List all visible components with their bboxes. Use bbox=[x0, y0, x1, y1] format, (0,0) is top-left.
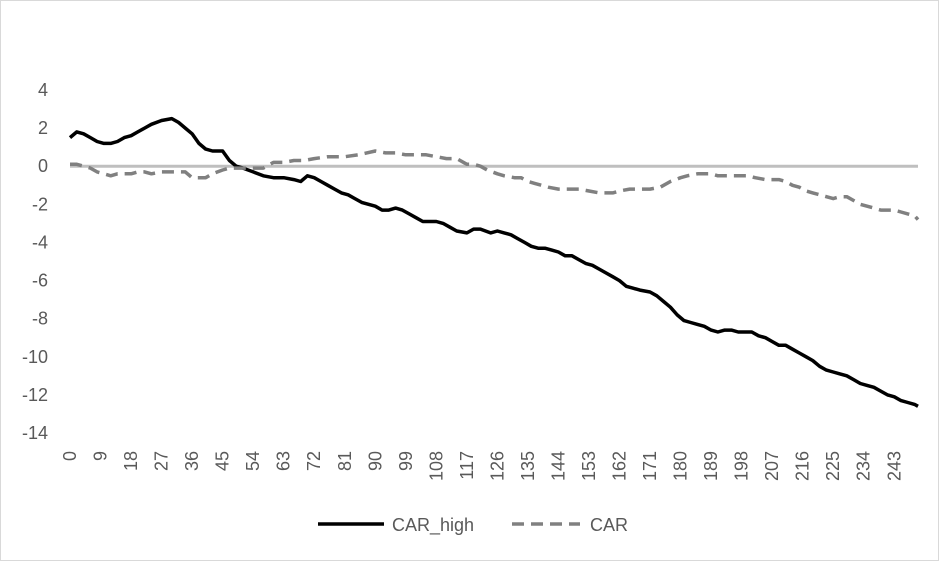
x-tick-label: 126 bbox=[487, 451, 507, 481]
legend: CAR_high CAR bbox=[318, 515, 628, 536]
x-tick-label: 99 bbox=[396, 451, 416, 471]
series-line-car-high bbox=[68, 116, 919, 408]
legend-label: CAR_high bbox=[392, 515, 474, 536]
y-tick-label: -6 bbox=[32, 271, 48, 291]
x-tick-label: 0 bbox=[60, 451, 80, 461]
x-tick-label: 63 bbox=[274, 451, 294, 471]
x-tick-label: 36 bbox=[182, 451, 202, 471]
x-tick-label: 117 bbox=[457, 451, 477, 480]
x-tick-label: 18 bbox=[121, 451, 141, 471]
x-tick-label: 225 bbox=[823, 451, 843, 481]
x-tick-label: 216 bbox=[793, 451, 813, 481]
x-axis: 0 9 18 27 36 45 54 63 72 81 90 99 108 117 126 135 144 153… bbox=[60, 451, 904, 481]
y-tick-label: -14 bbox=[22, 423, 48, 443]
y-tick-label: -12 bbox=[22, 385, 48, 405]
y-tick-label: -2 bbox=[32, 194, 48, 214]
x-tick-label: 135 bbox=[518, 451, 538, 481]
y-tick-label: -4 bbox=[32, 232, 48, 252]
x-tick-label: 171 bbox=[640, 451, 660, 481]
x-tick-label: 27 bbox=[152, 451, 172, 471]
y-tick-label: 2 bbox=[38, 118, 48, 138]
x-tick-label: 108 bbox=[426, 451, 446, 481]
x-tick-label: 54 bbox=[243, 451, 263, 471]
x-tick-label: 90 bbox=[365, 451, 385, 471]
x-tick-label: 207 bbox=[762, 451, 782, 481]
x-tick-label: 153 bbox=[579, 451, 599, 481]
x-tick-label: 198 bbox=[732, 451, 752, 481]
y-tick-label: 0 bbox=[38, 156, 48, 176]
x-tick-label: 162 bbox=[610, 451, 630, 481]
x-tick-label: 81 bbox=[335, 451, 355, 471]
x-tick-label: 189 bbox=[701, 451, 721, 481]
x-tick-label: 243 bbox=[884, 451, 904, 481]
x-tick-label: 180 bbox=[671, 451, 691, 481]
y-tick-label: -8 bbox=[32, 309, 48, 329]
x-tick-label: 9 bbox=[91, 451, 111, 461]
x-tick-label: 45 bbox=[213, 451, 233, 471]
x-tick-label: 234 bbox=[854, 451, 874, 481]
y-tick-label: -10 bbox=[22, 347, 48, 367]
legend-label: CAR bbox=[590, 515, 628, 535]
series-lines bbox=[68, 116, 920, 408]
y-axis: 4 2 0 -2 -4 -6 -8 -10 -12 -14 bbox=[22, 80, 48, 443]
x-tick-label: 144 bbox=[548, 451, 568, 481]
y-tick-label: 4 bbox=[38, 80, 48, 100]
x-tick-label: 72 bbox=[304, 451, 324, 471]
